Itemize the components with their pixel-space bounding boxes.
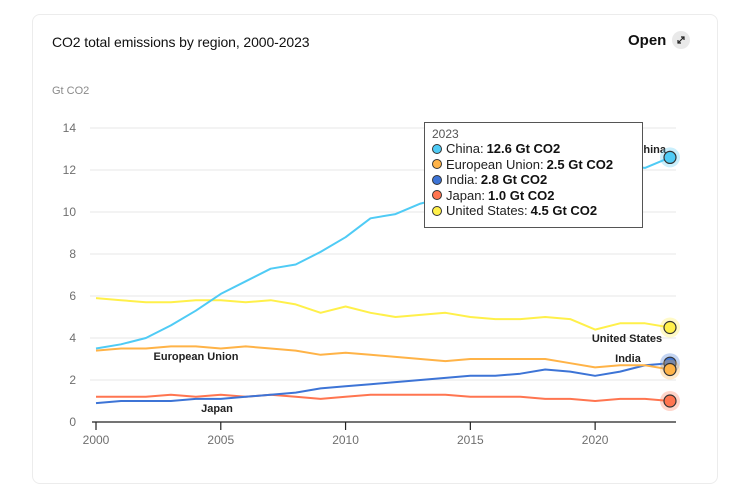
tooltip-label: European Union: (446, 156, 544, 172)
open-label: Open (628, 31, 667, 49)
y-tick-label: 4 (69, 331, 76, 345)
expand-arrows-icon (672, 31, 691, 49)
tooltip-year: 2023 (432, 127, 459, 141)
series-line-united-states (95, 297, 671, 331)
x-tick-label: 2015 (457, 433, 484, 447)
tooltip: 2023 China: 12.6 Gt CO2 European Union: 2.5… (424, 122, 643, 228)
series-label-china: China (635, 144, 666, 156)
tooltip-swatch-european-union (432, 159, 442, 170)
series-labels: China European Union India Japan United Stat… (154, 144, 667, 415)
series-label-united-states: United States (592, 333, 662, 345)
tooltip-label: China: (446, 141, 484, 156)
series-line-european-union (95, 345, 671, 371)
tooltip-value: 2.8 Gt CO2 (480, 172, 548, 187)
chart-title: CO2 total emissions by region, 2000-2023 (52, 34, 310, 50)
tooltip-value: 2.5 Gt CO2 (546, 156, 614, 172)
x-tick-label: 2010 (332, 433, 359, 447)
tooltip-label: United States: (446, 203, 528, 218)
series-lines (95, 156, 671, 405)
tooltip-row-china: China: 12.6 Gt CO2 (432, 141, 642, 157)
series-label-india: India (615, 353, 642, 365)
tooltip-value: 12.6 Gt CO2 (486, 141, 561, 156)
x-tick-label: 2000 (83, 433, 110, 447)
tooltip-swatch-united-states (432, 205, 442, 216)
series-line-india (95, 362, 671, 405)
open-button[interactable]: Open (628, 31, 691, 49)
x-tick-label: 2020 (582, 433, 609, 447)
tooltip-label: India: (446, 172, 478, 187)
endpoint-marker-united-states[interactable] (663, 320, 677, 335)
chart-card (32, 14, 718, 484)
tooltip-label: Japan: (446, 187, 486, 203)
tooltip-row-japan: Japan: 1.0 Gt CO2 (432, 188, 642, 204)
series-line-japan (96, 393, 671, 402)
series-label-european-union: European Union (154, 351, 239, 363)
y-tick-label: 12 (63, 163, 77, 177)
tooltip-swatch-japan (432, 190, 442, 201)
x-tick-label: 2005 (207, 433, 234, 447)
tooltip-row-india: India: 2.8 Gt CO2 (432, 172, 642, 188)
y-tick-label: 10 (63, 205, 77, 219)
series-endpoints (660, 147, 680, 411)
tooltip-value: 1.0 Gt CO2 (488, 187, 555, 203)
y-tick-label: 2 (69, 373, 76, 387)
tooltip-row-european-union: European Union: 2.5 Gt CO2 (432, 157, 642, 173)
y-axis: 0 2 4 6 8 10 12 14 (63, 121, 77, 429)
series-label-japan: Japan (201, 403, 233, 415)
y-tick-label: 0 (69, 415, 76, 429)
endpoint-marker-japan[interactable] (663, 394, 677, 408)
y-tick-label: 8 (69, 247, 76, 261)
endpoint-marker-china[interactable] (663, 150, 677, 164)
tooltip-row-united-states: United States: 4.5 Gt CO2 (432, 203, 642, 219)
tooltip-swatch-india (432, 174, 442, 185)
endpoint-marker-european-union[interactable] (663, 362, 677, 377)
tooltip-swatch-china (432, 143, 442, 154)
tooltip-value: 4.5 Gt CO2 (530, 203, 598, 218)
y-tick-label: 14 (63, 121, 77, 135)
x-axis: 2000 2005 2010 2015 2020 (83, 421, 676, 447)
y-tick-label: 6 (69, 289, 76, 303)
y-axis-unit-label: Gt CO2 (52, 85, 90, 97)
